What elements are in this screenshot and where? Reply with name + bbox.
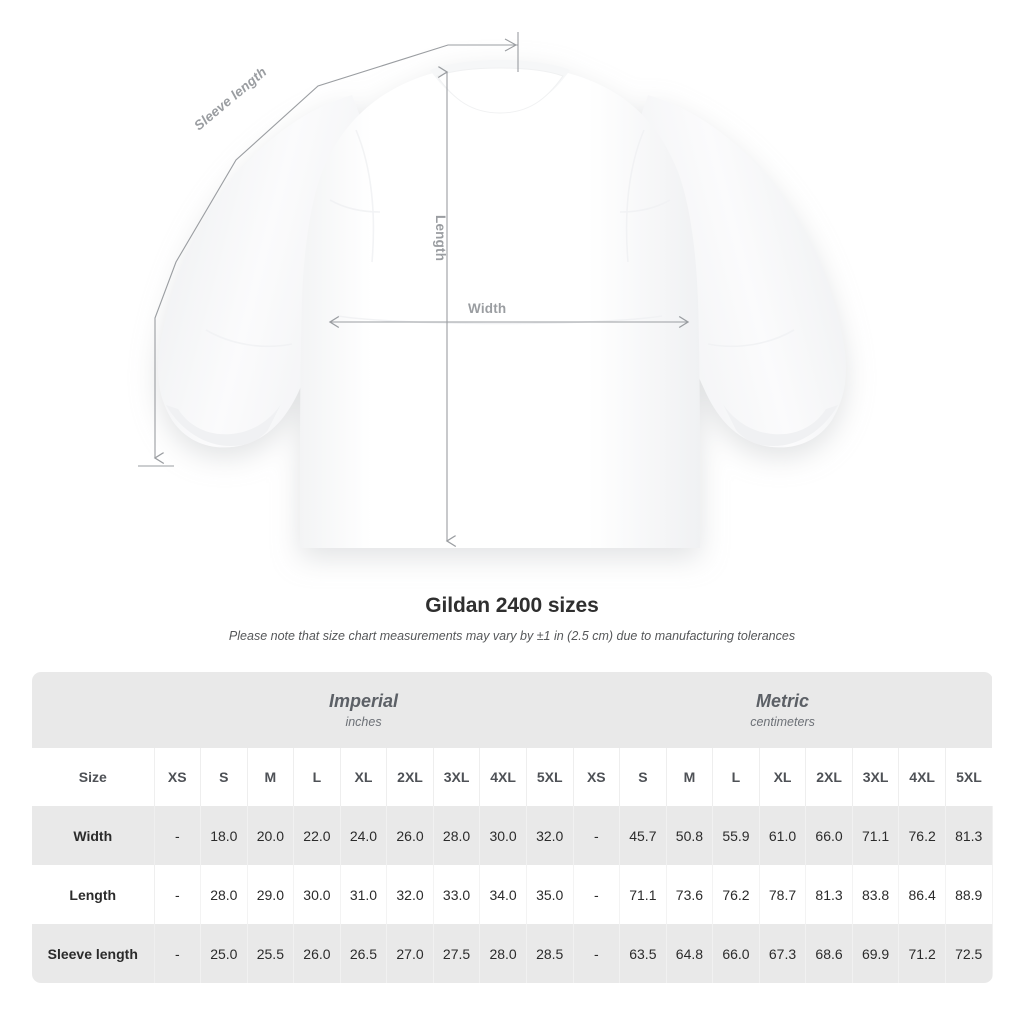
size-column-header-imperial-4xl: 4XL (479, 748, 527, 806)
size-column-header-metric-5xl: 5XL (945, 748, 993, 806)
shirt-shape (158, 60, 846, 548)
size-column-header-imperial-m: M (247, 748, 295, 806)
cell-width-imperial-m: 20.0 (247, 806, 295, 865)
table-row: Length -28.0 29.0 30.0 31.0 32.0 33.0 34.0 35.0-… (32, 865, 993, 924)
cell-sleeve-length-metric-m: 64.8 (666, 924, 714, 983)
cell-sleeve-length-imperial-5xl: 28.5 (526, 924, 574, 983)
size-column-header-metric-3xl: 3XL (852, 748, 900, 806)
size-column-header-imperial-s: S (200, 748, 248, 806)
cell-width-imperial-3xl: 28.0 (433, 806, 481, 865)
cell-length-metric-2xl: 81.3 (805, 865, 853, 924)
tolerance-note: Please note that size chart measurements… (228, 629, 796, 643)
cell-width-metric-s: 45.7 (619, 806, 667, 865)
unit-name: Metric (756, 691, 810, 712)
length-label: Length (433, 215, 448, 262)
row-label-length: Length (32, 865, 155, 924)
cell-sleeve-length-metric-s: 63.5 (619, 924, 667, 983)
cell-length-imperial-xl: 31.0 (340, 865, 388, 924)
cell-sleeve-length-metric-xl: 67.3 (759, 924, 807, 983)
sleeve-length-dimension (138, 32, 519, 467)
size-column-header-imperial-3xl: 3XL (433, 748, 481, 806)
cell-length-imperial-3xl: 33.0 (433, 865, 481, 924)
table-corner-cell (32, 672, 154, 748)
cell-width-imperial-5xl: 32.0 (526, 806, 574, 865)
cell-width-metric-3xl: 71.1 (852, 806, 900, 865)
unit-subtitle: centimeters (750, 714, 815, 729)
cell-length-metric-l: 76.2 (712, 865, 760, 924)
garment-illustration: Sleeve length Length Width (138, 32, 846, 548)
size-header-label: Size (32, 748, 155, 806)
unit-subtitle: inches (345, 714, 382, 729)
cell-length-metric-s: 71.1 (619, 865, 667, 924)
cell-sleeve-length-imperial-2xl: 27.0 (386, 924, 434, 983)
cell-sleeve-length-imperial-s: 25.0 (200, 924, 248, 983)
cell-width-imperial-s: 18.0 (200, 806, 248, 865)
cell-sleeve-length-metric-xs: - (573, 924, 621, 983)
cell-width-imperial-xs: - (154, 806, 202, 865)
row-label-width: Width (32, 806, 155, 865)
cell-length-metric-4xl: 86.4 (898, 865, 946, 924)
cell-sleeve-length-imperial-xs: - (154, 924, 202, 983)
size-column-header-imperial-xs: XS (154, 748, 202, 806)
cell-length-metric-5xl: 88.9 (945, 865, 993, 924)
cell-width-imperial-l: 22.0 (293, 806, 341, 865)
size-column-header-metric-xs: XS (573, 748, 621, 806)
size-column-header-imperial-5xl: 5XL (526, 748, 574, 806)
size-header-row: Size XS S M L XL 2XL 3XL 4XL 5XL XS S M L XL 2XL 3XL 4XL 5… (32, 748, 993, 806)
cell-sleeve-length-imperial-4xl: 28.0 (479, 924, 527, 983)
unit-header-row: Imperial inches Metric centimeters (32, 672, 993, 748)
cell-length-imperial-l: 30.0 (293, 865, 341, 924)
width-label: Width (468, 301, 507, 316)
unit-name: Imperial (329, 691, 399, 712)
cell-width-imperial-4xl: 30.0 (479, 806, 527, 865)
cell-width-metric-xl: 61.0 (759, 806, 807, 865)
cell-length-metric-xs: - (573, 865, 621, 924)
cell-length-imperial-s: 28.0 (200, 865, 248, 924)
table-row: Width -18.0 20.0 22.0 24.0 26.0 28.0 30.0 32.0-4… (32, 806, 993, 865)
cell-length-metric-m: 73.6 (666, 865, 714, 924)
size-column-header-imperial-l: L (293, 748, 341, 806)
cell-length-metric-xl: 78.7 (759, 865, 807, 924)
cell-width-metric-5xl: 81.3 (945, 806, 993, 865)
cell-width-metric-4xl: 76.2 (898, 806, 946, 865)
size-column-header-metric-2xl: 2XL (805, 748, 853, 806)
cell-length-imperial-5xl: 35.0 (526, 865, 574, 924)
cell-sleeve-length-imperial-l: 26.0 (293, 924, 341, 983)
cell-length-imperial-m: 29.0 (247, 865, 295, 924)
cell-sleeve-length-metric-l: 66.0 (712, 924, 760, 983)
size-chart-table-wrapper: Imperial inches Metric centimeters Size XS S M L… (32, 672, 993, 983)
cell-length-imperial-4xl: 34.0 (479, 865, 527, 924)
cell-sleeve-length-imperial-m: 25.5 (247, 924, 295, 983)
cell-sleeve-length-metric-3xl: 69.9 (852, 924, 900, 983)
unit-header-metric: Metric centimeters (573, 672, 993, 748)
tshirt-diagram (138, 32, 846, 548)
cell-width-metric-2xl: 66.0 (805, 806, 853, 865)
size-column-header-metric-s: S (619, 748, 667, 806)
cell-width-metric-xs: - (573, 806, 621, 865)
cell-sleeve-length-imperial-3xl: 27.5 (433, 924, 481, 983)
size-chart-table: Imperial inches Metric centimeters Size XS S M L… (32, 672, 993, 983)
size-column-header-metric-m: M (666, 748, 714, 806)
cell-sleeve-length-metric-5xl: 72.5 (945, 924, 993, 983)
heading-block: Gildan 2400 sizes Please note that size … (0, 590, 1024, 643)
unit-header-imperial: Imperial inches (154, 672, 574, 748)
cell-sleeve-length-metric-2xl: 68.6 (805, 924, 853, 983)
cell-width-metric-m: 50.8 (666, 806, 714, 865)
cell-width-metric-l: 55.9 (712, 806, 760, 865)
row-label-sleeve-length: Sleeve length (32, 924, 155, 983)
cell-width-imperial-xl: 24.0 (340, 806, 388, 865)
cell-length-imperial-xs: - (154, 865, 202, 924)
size-column-header-metric-4xl: 4XL (898, 748, 946, 806)
size-column-header-imperial-2xl: 2XL (386, 748, 434, 806)
table-row: Sleeve length -25.0 25.5 26.0 26.5 27.0 27.5 28… (32, 924, 993, 983)
cell-length-imperial-2xl: 32.0 (386, 865, 434, 924)
page-title: Gildan 2400 sizes (425, 594, 599, 617)
size-column-header-imperial-xl: XL (340, 748, 388, 806)
cell-length-metric-3xl: 83.8 (852, 865, 900, 924)
cell-sleeve-length-imperial-xl: 26.5 (340, 924, 388, 983)
size-column-header-metric-l: L (712, 748, 760, 806)
cell-width-imperial-2xl: 26.0 (386, 806, 434, 865)
cell-sleeve-length-metric-4xl: 71.2 (898, 924, 946, 983)
size-column-header-metric-xl: XL (759, 748, 807, 806)
